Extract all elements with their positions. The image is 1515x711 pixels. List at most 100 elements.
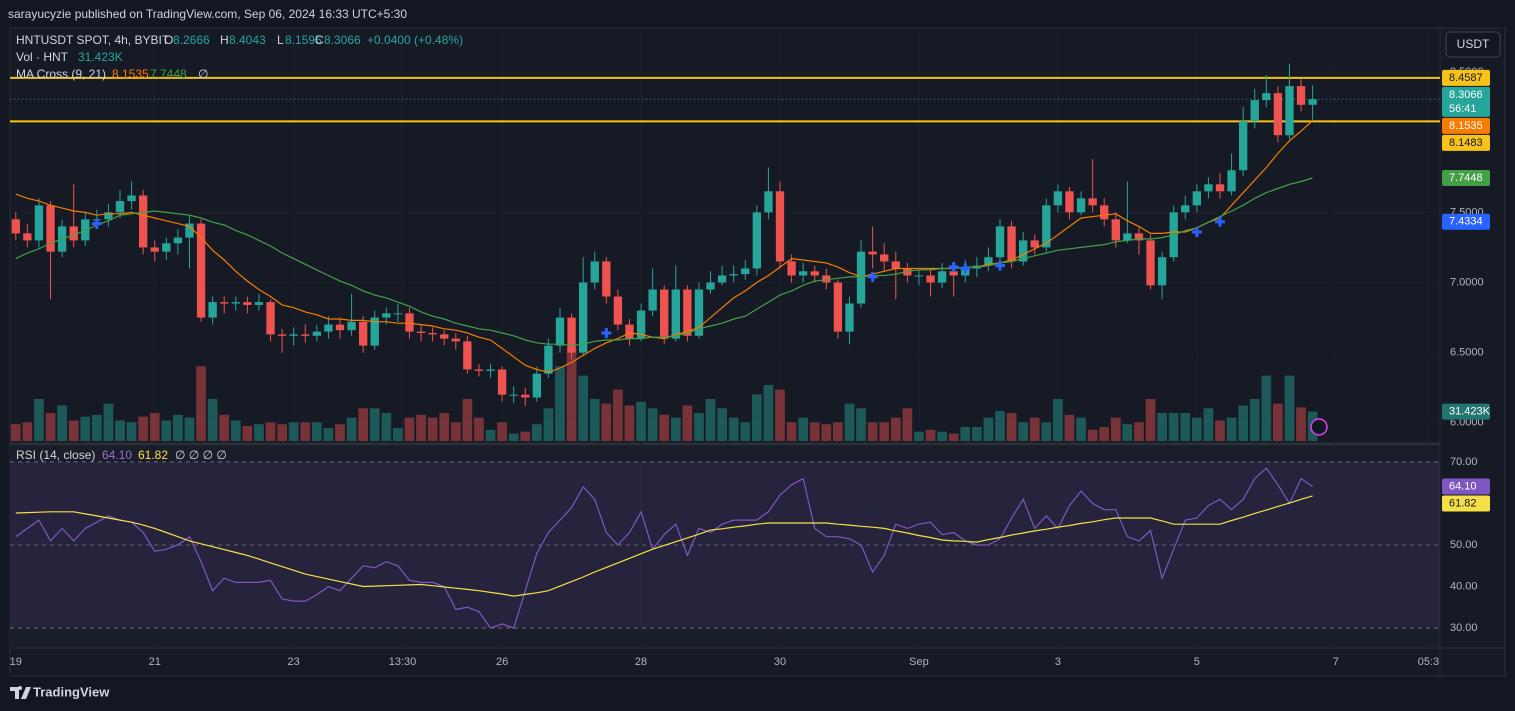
volume-bar (543, 408, 554, 441)
volume-bar (450, 422, 461, 441)
cross-label-box (1442, 213, 1490, 230)
ohlc-value: 8.1595 (285, 33, 322, 47)
candle-body (810, 271, 819, 276)
currency-button[interactable]: USDT (1445, 31, 1501, 58)
volume-bar (10, 424, 21, 441)
rsi-ma-label-box (1442, 495, 1490, 512)
volume-bar (1191, 417, 1202, 441)
volume-bar (751, 394, 762, 441)
volume-bar (578, 375, 589, 441)
volume-bar (983, 417, 994, 441)
volume-bar (439, 412, 450, 441)
rsi-tick-label: 40.00 (1450, 580, 1478, 592)
candle-body (741, 268, 750, 275)
candle-body (358, 321, 368, 346)
volume-bar (1261, 375, 1272, 441)
legend: HNTUSDT SPOT, 4h, BYBIT O 8.2666 H 8.404… (16, 33, 463, 462)
volume-bar (416, 414, 426, 441)
volume-bar (1215, 420, 1225, 441)
volume-bar (798, 417, 809, 441)
ohlc-key: C (315, 33, 324, 47)
ohlc-key: L (277, 33, 284, 47)
rsi-tick-label: 50.00 (1450, 539, 1478, 551)
volume-bar (474, 417, 484, 441)
volume-bar (1273, 403, 1283, 441)
volume-bar (1053, 398, 1063, 441)
candle-body (880, 254, 889, 262)
candle-body (451, 338, 460, 342)
ohlc-value: 8.2666 (173, 33, 210, 47)
candle-body (1042, 205, 1051, 248)
volume-bar (601, 403, 612, 441)
volume-bar (1134, 422, 1144, 441)
volume-bar (288, 422, 299, 441)
volume-bar (358, 408, 369, 441)
candle-body (602, 261, 611, 297)
rsi-ma-value: 61.82 (138, 448, 168, 462)
volume-bar (890, 417, 901, 441)
ma-line (15, 120, 1314, 373)
ma-slow-label-box (1442, 170, 1490, 187)
currency-label[interactable]: USDT (1457, 37, 1490, 51)
candle-body (1308, 99, 1317, 105)
candle-body (1018, 240, 1028, 262)
cross-marker (1191, 226, 1202, 237)
volume-bar (80, 416, 91, 441)
volume-bar (300, 422, 311, 441)
candle-body (1296, 86, 1306, 105)
volume-bar (1006, 412, 1017, 441)
volume-bar (230, 420, 241, 441)
candle-body (150, 247, 159, 252)
y-tick-label: 6.0000 (1450, 417, 1484, 429)
candle-body (289, 334, 298, 336)
volume-bar (184, 417, 195, 441)
volume-bar (311, 422, 322, 441)
candle-body (1100, 205, 1109, 220)
volume-bar (381, 412, 392, 441)
volume-bar (1087, 429, 1098, 441)
candle-body (926, 275, 935, 283)
candle-body (11, 219, 20, 234)
ohlc-key: O (164, 33, 173, 47)
volume-bar (520, 431, 531, 441)
ma-fast-value: 8.1535 (112, 67, 149, 81)
volume-bar (1203, 408, 1214, 441)
x-tick-label: Sep (909, 656, 929, 668)
cross-label: 7.4334 (1449, 216, 1483, 228)
candle-body (1007, 226, 1016, 262)
candle-body (613, 296, 623, 325)
x-tick-label: 19 (10, 656, 22, 668)
publisher: sarayucyzie published on TradingView.com… (8, 7, 407, 21)
candle-body (764, 191, 773, 213)
volume-bar (531, 424, 542, 441)
candle-body (845, 303, 854, 332)
volume-bar (1157, 412, 1167, 441)
x-tick-label: 5 (1194, 656, 1200, 668)
volume-bar (57, 405, 67, 441)
volume-bar (879, 422, 890, 441)
volume-bar (867, 422, 878, 441)
x-tick-label: 21 (149, 656, 161, 668)
currency-button-box[interactable] (1445, 31, 1501, 58)
volume-bar (427, 417, 438, 441)
candle-body (509, 394, 518, 396)
volume-bar (1076, 417, 1086, 441)
candle-body (497, 369, 507, 395)
cross-marker (995, 260, 1005, 271)
candle-body (1146, 240, 1155, 286)
volume-bar (694, 412, 704, 441)
volume-bar (821, 424, 832, 441)
ma-fast-label-box (1442, 117, 1490, 134)
volume-bar (462, 398, 473, 441)
x-tick-label: 13:30 (389, 656, 417, 668)
x-tick-label: 05:3 (1418, 656, 1439, 668)
ohlc-value: 8.4043 (229, 33, 266, 47)
x-tick-label: 26 (496, 656, 508, 668)
volume-bar (844, 403, 855, 441)
candle-body (1088, 198, 1097, 206)
candle-body (822, 275, 831, 283)
volume-bar (1180, 412, 1191, 441)
volume-bar (1168, 412, 1179, 441)
level-label-box (1442, 69, 1490, 86)
